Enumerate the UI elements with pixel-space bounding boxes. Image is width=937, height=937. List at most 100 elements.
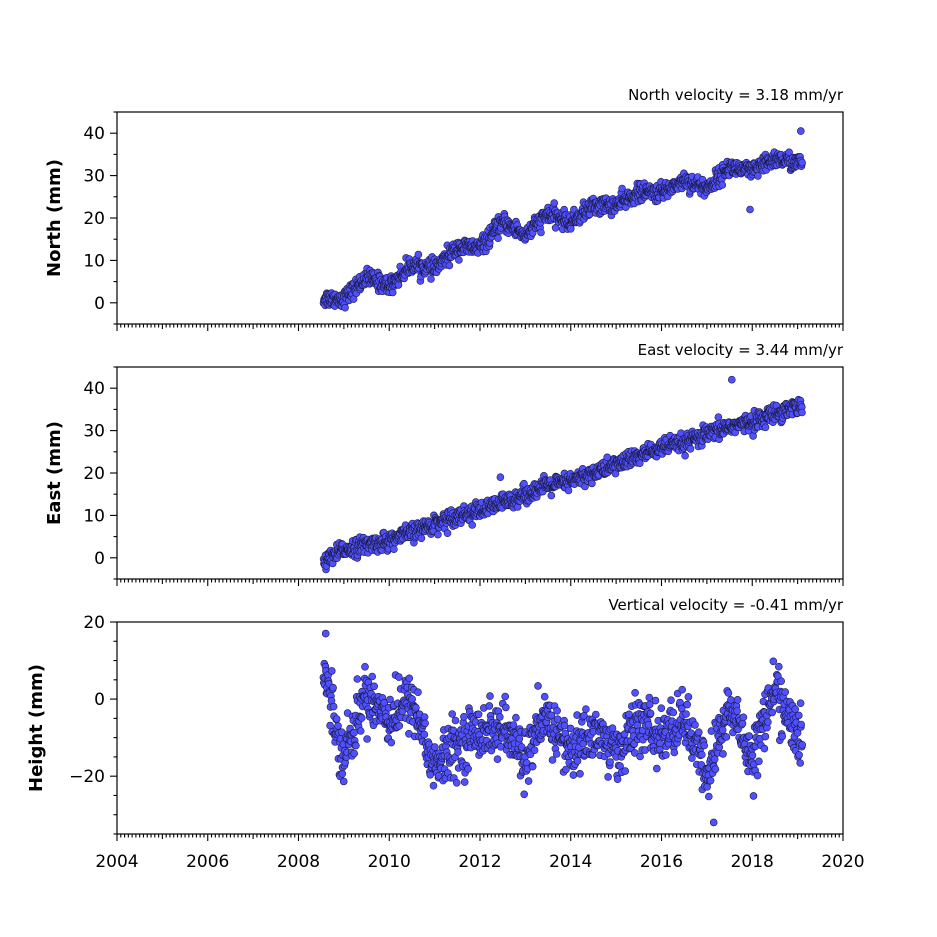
north-points	[319, 127, 806, 312]
data-point	[412, 703, 420, 712]
data-point	[434, 530, 442, 539]
data-point	[669, 708, 678, 717]
data-point	[566, 225, 575, 233]
data-point	[678, 685, 687, 694]
data-point	[426, 770, 435, 779]
data-point	[501, 692, 510, 701]
x-tick-label: 2008	[277, 852, 320, 872]
data-point	[548, 756, 557, 764]
data-point	[754, 172, 762, 180]
data-point	[682, 710, 690, 718]
data-point	[353, 675, 362, 683]
data-point	[630, 749, 639, 757]
data-point	[363, 735, 371, 743]
data-point	[793, 728, 802, 737]
data-point	[733, 707, 741, 715]
data-point	[683, 700, 692, 709]
data-point	[517, 743, 526, 751]
data-point	[326, 721, 334, 730]
data-point	[445, 261, 454, 270]
data-point	[719, 750, 727, 758]
data-point	[657, 704, 666, 713]
y-tick-label: 0	[94, 294, 105, 314]
data-point	[697, 750, 706, 759]
y-tick-label: 10	[83, 506, 105, 526]
data-point	[718, 181, 727, 189]
x-tick-label: 2016	[640, 852, 683, 872]
data-point	[455, 256, 463, 264]
data-point	[591, 710, 600, 719]
outlier-point	[709, 818, 718, 827]
data-point	[738, 719, 747, 728]
x-tick-label: 2010	[368, 852, 411, 872]
north-panel: North velocity = 3.18 mm/yr North (mm) 0…	[44, 86, 844, 331]
data-point	[778, 732, 787, 741]
data-point	[652, 764, 661, 773]
north-panel-title: North velocity = 3.18 mm/yr	[628, 86, 844, 104]
data-point	[537, 228, 545, 237]
data-point	[394, 281, 403, 289]
outlier-point	[496, 473, 505, 482]
data-point	[512, 713, 520, 722]
data-point	[635, 459, 644, 468]
y-tick-label: 40	[83, 379, 105, 399]
x-tick-label: 2012	[458, 852, 501, 872]
height-axes	[116, 621, 844, 835]
data-point	[618, 184, 626, 193]
y-tick-label: 40	[83, 124, 105, 144]
data-point	[625, 710, 633, 719]
data-point	[552, 750, 561, 758]
data-point	[613, 775, 622, 784]
data-point	[427, 275, 435, 283]
data-point	[495, 713, 504, 721]
data-point	[798, 740, 807, 749]
data-point	[405, 674, 414, 683]
data-point	[370, 682, 379, 691]
data-point	[361, 662, 369, 671]
data-point	[794, 711, 803, 720]
data-point	[460, 712, 468, 721]
data-point	[748, 751, 757, 760]
data-point	[352, 741, 360, 750]
data-point	[711, 765, 720, 774]
data-point	[796, 699, 805, 708]
data-point	[357, 714, 366, 722]
data-point	[515, 734, 524, 743]
data-point	[769, 657, 778, 666]
data-point	[553, 706, 561, 715]
east-panel: East velocity = 3.44 mm/yr East (mm) 0 10…	[44, 341, 844, 586]
north-y-axis-label: North (mm)	[44, 159, 65, 277]
data-point	[764, 718, 772, 726]
data-point	[339, 777, 348, 786]
data-point	[644, 720, 653, 729]
data-point	[454, 748, 462, 756]
data-point	[768, 708, 777, 717]
data-point	[341, 303, 349, 312]
x-tick-label: 2006	[186, 852, 229, 872]
data-point	[520, 790, 529, 799]
data-point	[420, 713, 429, 721]
data-point	[524, 777, 533, 785]
data-point	[645, 693, 654, 702]
data-point	[796, 759, 805, 767]
east-ticks: 0 10 20 30 40	[83, 366, 844, 586]
data-point	[710, 755, 719, 764]
data-point	[631, 688, 639, 697]
data-point	[798, 408, 806, 417]
data-point	[443, 529, 452, 538]
data-point	[329, 702, 338, 711]
data-point	[777, 677, 786, 686]
data-point	[739, 713, 748, 722]
data-point	[485, 702, 494, 710]
east-panel-title: East velocity = 3.44 mm/yr	[638, 341, 844, 359]
data-point	[474, 710, 483, 719]
data-point	[387, 738, 396, 747]
data-point	[356, 727, 365, 735]
data-point	[509, 721, 518, 729]
data-point	[368, 672, 377, 681]
data-point	[722, 733, 731, 741]
data-point	[761, 423, 770, 432]
data-point	[350, 728, 358, 737]
data-point	[386, 695, 394, 704]
outlier-point	[746, 205, 754, 214]
